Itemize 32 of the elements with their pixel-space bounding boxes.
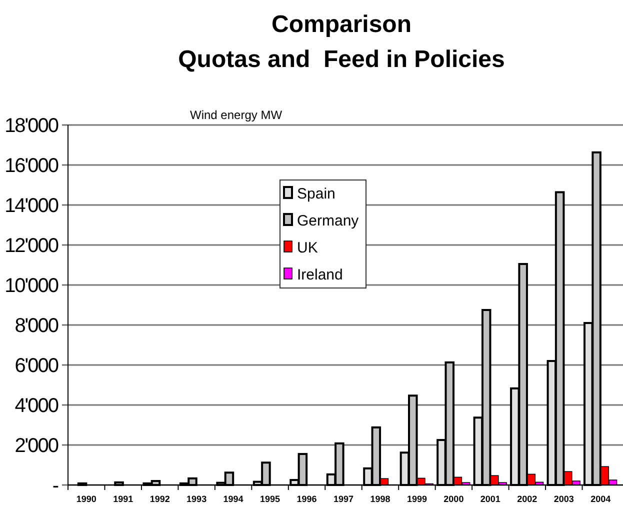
x-tick-label: 2000 [444, 494, 464, 504]
y-tick-label: 4'000 [14, 395, 59, 417]
y-axis-title: Wind energy MW [190, 108, 283, 122]
x-tick-label: 1997 [333, 494, 354, 504]
y-tick-label: 18'000 [4, 115, 59, 137]
x-tick-label: 1995 [260, 494, 280, 504]
x-tick-label: 1991 [113, 494, 134, 504]
x-tick-label: 1998 [370, 494, 390, 504]
y-tick-label: 2'000 [14, 435, 59, 457]
y-tick-label: 10'000 [4, 275, 59, 297]
x-tick-label: 2004 [590, 494, 611, 504]
chart-title: Comparison [271, 11, 412, 38]
x-tick-label: 1992 [150, 494, 170, 504]
x-tick-label: 1996 [296, 494, 317, 504]
y-tick-label: 6'000 [14, 355, 59, 377]
x-tick-label: 1993 [186, 494, 207, 504]
legend-label: Germany [297, 212, 360, 230]
legend-label: UK [297, 239, 318, 256]
chart-subtitle: Quotas and Feed in Policies [178, 46, 505, 73]
y-tick-label: 14'000 [4, 195, 59, 217]
x-tick-label: 2003 [554, 494, 574, 504]
y-tick-label: 16'000 [4, 155, 59, 177]
x-tick-label: 1999 [406, 494, 427, 504]
x-tick-label: 1994 [223, 494, 244, 504]
x-tick-label: 2001 [480, 494, 500, 504]
legend-label: Spain [297, 185, 336, 202]
y-tick-label: 8'000 [14, 315, 59, 337]
y-tick-label: 12'000 [4, 235, 59, 257]
legend-label: Ireland [297, 266, 343, 284]
x-tick-label: 1990 [76, 494, 96, 504]
y-tick-label: - [52, 475, 58, 497]
x-tick-label: 2002 [517, 494, 538, 504]
